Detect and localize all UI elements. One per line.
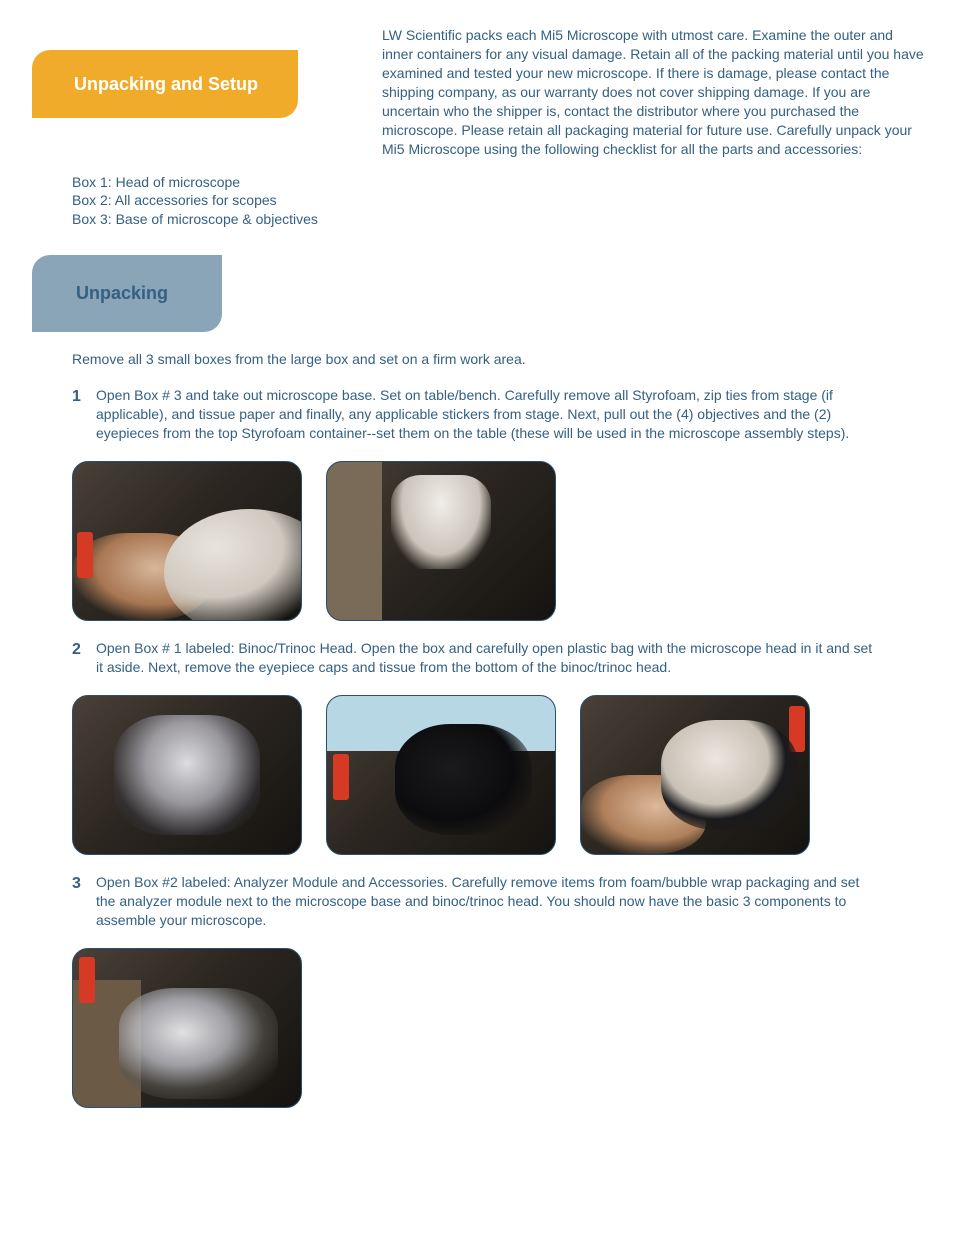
section-tab-secondary: Unpacking xyxy=(32,255,222,331)
image-head-in-bag xyxy=(72,695,302,855)
step-2: 2 Open Box # 1 labeled: Binoc/Trinoc Hea… xyxy=(0,639,954,677)
step-number: 2 xyxy=(72,639,96,661)
header-block: Unpacking and Setup LW Scientific packs … xyxy=(0,0,954,229)
box-list: Box 1: Head of microscope Box 2: All acc… xyxy=(72,173,924,230)
step-3-images xyxy=(0,948,954,1108)
section-tab-secondary-label: Unpacking xyxy=(76,283,168,303)
box-list-item: Box 3: Base of microscope & objectives xyxy=(72,210,924,229)
box-list-item: Box 1: Head of microscope xyxy=(72,173,924,192)
box-list-item: Box 2: All accessories for scopes xyxy=(72,191,924,210)
step-text: Open Box # 1 labeled: Binoc/Trinoc Head.… xyxy=(96,639,882,677)
image-analyzer-module-unpack xyxy=(72,948,302,1108)
section-tab-primary-label: Unpacking and Setup xyxy=(74,74,258,94)
image-base-with-objectives xyxy=(326,461,556,621)
step-number: 3 xyxy=(72,873,96,895)
step-3: 3 Open Box #2 labeled: Analyzer Module a… xyxy=(0,873,954,930)
page: Unpacking and Setup LW Scientific packs … xyxy=(0,0,954,1108)
image-microscope-base-unpack xyxy=(72,461,302,621)
section-tab-primary: Unpacking and Setup xyxy=(32,50,298,118)
image-remove-caps xyxy=(326,695,556,855)
step-2-images xyxy=(0,695,954,855)
image-binoc-head xyxy=(580,695,810,855)
step-number: 1 xyxy=(72,386,96,408)
intro-paragraph: LW Scientific packs each Mi5 Microscope … xyxy=(382,26,924,158)
step-1: 1 Open Box # 3 and take out microscope b… xyxy=(0,386,954,443)
step-text: Open Box #2 labeled: Analyzer Module and… xyxy=(96,873,882,930)
step-1-images xyxy=(0,461,954,621)
step-text: Open Box # 3 and take out microscope bas… xyxy=(96,386,882,443)
section-intro-text: Remove all 3 small boxes from the large … xyxy=(0,350,954,369)
